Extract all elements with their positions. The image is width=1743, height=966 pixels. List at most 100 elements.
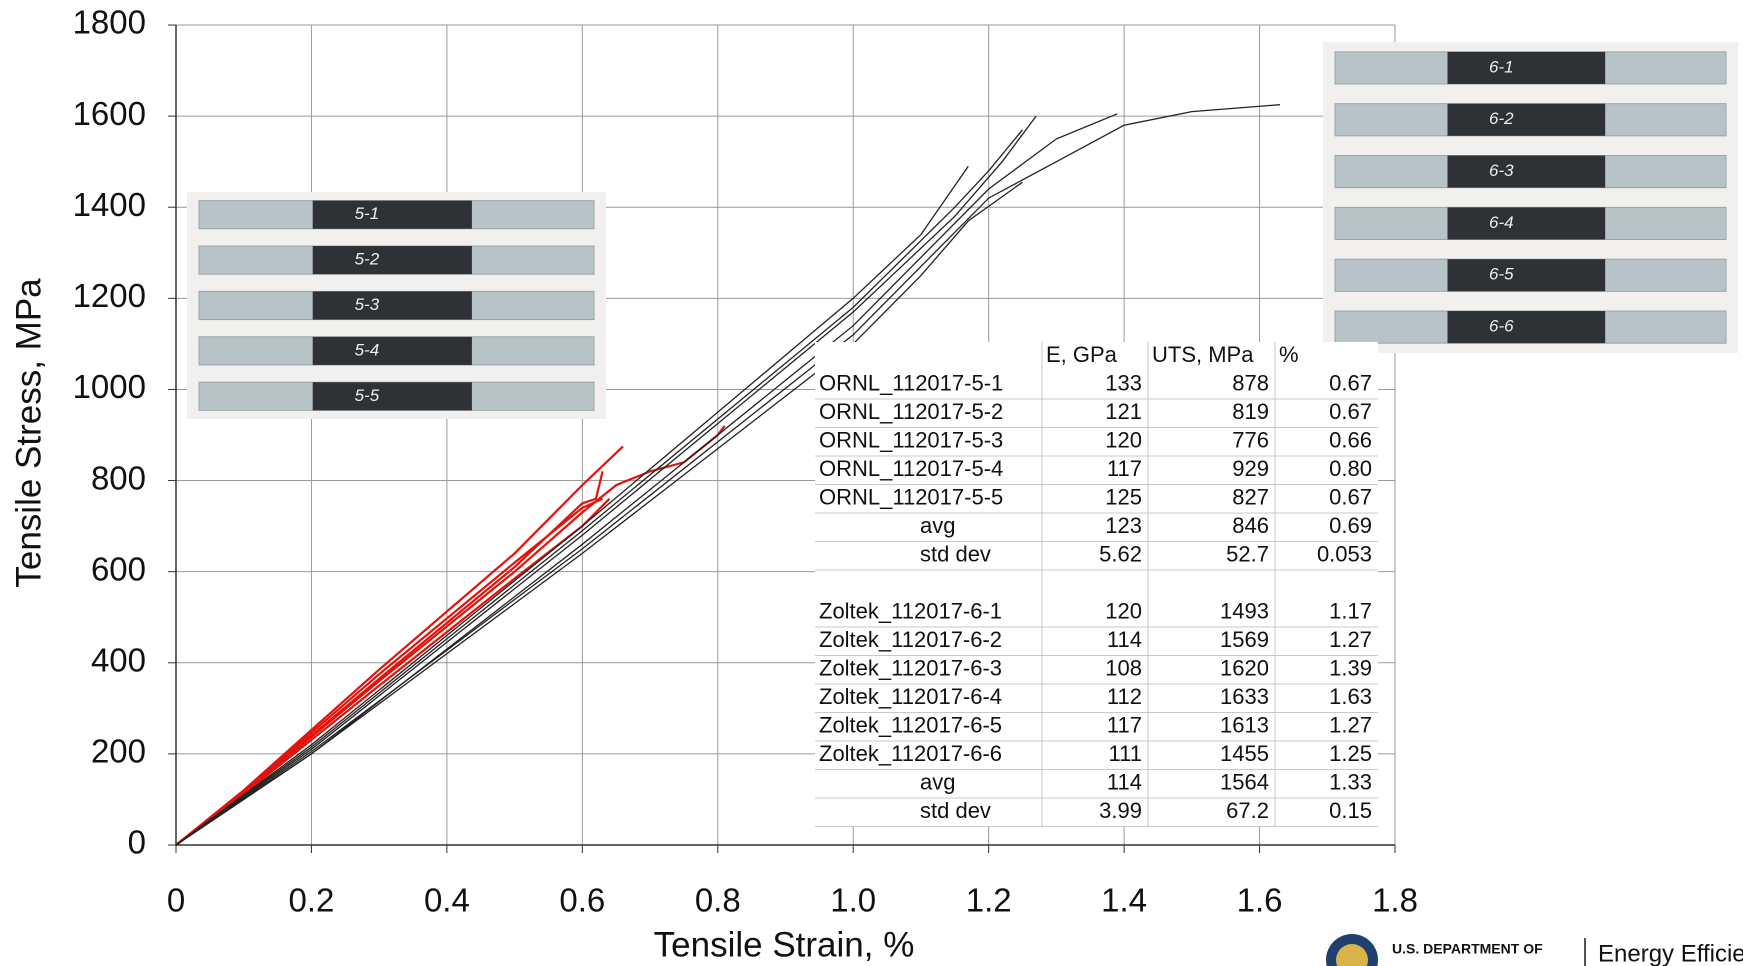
x-tick-label: 1.4 <box>1101 882 1147 919</box>
y-tick-label: 1800 <box>73 4 146 41</box>
cell-value: 3.99 <box>1099 798 1142 823</box>
y-tick-label: 1000 <box>73 368 146 405</box>
cell-value: 114 <box>1107 627 1142 652</box>
agency: U.S. DEPARTMENT OF <box>1392 941 1543 957</box>
row-label: Zoltek_112017-6-6 <box>819 741 1002 766</box>
cell-value: 1.39 <box>1329 656 1372 681</box>
cell-value: 929 <box>1232 456 1269 481</box>
cell-value: 0.67 <box>1329 371 1372 396</box>
specimen-gauge <box>313 382 472 410</box>
photo-background <box>1323 42 1738 353</box>
x-tick-label: 0 <box>167 882 185 919</box>
cell-value: 1493 <box>1220 599 1269 624</box>
y-tick-label: 800 <box>91 459 146 496</box>
cell-value: 1.33 <box>1329 770 1372 795</box>
cell-value: 0.15 <box>1329 798 1372 823</box>
specimen-label: 5-2 <box>355 250 380 269</box>
y-tick-label: 1200 <box>73 277 146 314</box>
cell-value: 112 <box>1107 684 1142 709</box>
y-tick-label: 400 <box>91 641 146 678</box>
row-label: ORNL_112017-5-3 <box>819 428 1003 453</box>
cell-value: 1633 <box>1220 684 1269 709</box>
office: Energy Efficie <box>1598 940 1743 966</box>
cell-value: 819 <box>1232 399 1269 424</box>
stress-strain-curve <box>176 446 623 845</box>
cell-value: 117 <box>1107 713 1142 738</box>
row-label: Zoltek_112017-6-3 <box>819 656 1002 681</box>
cell-value: 1569 <box>1220 627 1269 652</box>
cell-value: 121 <box>1105 399 1142 424</box>
x-axis-title: Tensile Strain, % <box>654 925 915 964</box>
cell-value: 111 <box>1109 741 1142 766</box>
specimen-gauge <box>313 201 472 229</box>
cell-value: 827 <box>1232 485 1269 510</box>
cell-value: 0.66 <box>1329 428 1372 453</box>
specimen-gauge <box>313 291 472 319</box>
cell-value: 0.80 <box>1329 456 1372 481</box>
x-tick-label: 0.2 <box>289 882 335 919</box>
x-tick-label: 1.0 <box>830 882 876 919</box>
specimen-label: 6-6 <box>1489 317 1514 336</box>
y-tick-label: 0 <box>128 824 146 861</box>
specimen-label: 6-1 <box>1489 57 1514 76</box>
specimen-photo: 6-16-26-36-46-56-6 <box>1323 42 1738 353</box>
column-header: UTS, MPa <box>1152 342 1254 367</box>
specimen-gauge <box>1448 104 1606 136</box>
cell-value: 114 <box>1107 770 1142 795</box>
row-label: Zoltek_112017-6-4 <box>819 684 1002 709</box>
cell-value: 1620 <box>1220 656 1269 681</box>
cell-value: 1.63 <box>1329 684 1372 709</box>
x-tick-label: 1.6 <box>1237 882 1283 919</box>
x-tick-label: 0.6 <box>559 882 605 919</box>
specimen-label: 5-3 <box>355 295 380 314</box>
cell-value: 108 <box>1105 656 1142 681</box>
row-label: ORNL_112017-5-1 <box>819 371 1003 396</box>
specimen-gauge <box>313 246 472 274</box>
cell-value: 1455 <box>1220 741 1269 766</box>
cell-value: 1613 <box>1220 713 1269 738</box>
specimen-label: 6-2 <box>1489 109 1514 128</box>
doe-logo: U.S. DEPARTMENT OF Energy Efficie <box>1326 934 1743 966</box>
cell-value: 125 <box>1105 485 1142 510</box>
specimen-photo: 5-15-25-35-45-5 <box>187 192 606 419</box>
cell-value: 0.053 <box>1317 542 1372 567</box>
cell-value: 878 <box>1232 371 1269 396</box>
specimen-label: 6-5 <box>1489 265 1514 284</box>
cell-value: 67.2 <box>1226 798 1269 823</box>
specimen-gauge <box>313 337 472 365</box>
specimen-label: 5-4 <box>355 340 380 359</box>
cell-value: 52.7 <box>1226 542 1269 567</box>
cell-value: 117 <box>1107 456 1142 481</box>
cell-value: 133 <box>1105 371 1142 396</box>
row-label: Zoltek_112017-6-5 <box>819 713 1002 738</box>
row-label: ORNL_112017-5-2 <box>819 399 1003 424</box>
specimen-label: 5-1 <box>355 204 380 223</box>
y-tick-label: 1600 <box>73 95 146 132</box>
column-header: % <box>1279 342 1299 367</box>
cell-value: 1.17 <box>1329 599 1372 624</box>
cell-value: 776 <box>1232 428 1269 453</box>
column-header: E, GPa <box>1046 342 1118 367</box>
specimen-gauge <box>1448 311 1606 343</box>
cell-value: 120 <box>1105 599 1142 624</box>
cell-value: 1.27 <box>1329 627 1372 652</box>
specimen-gauge <box>1448 207 1606 239</box>
slide: Tensile Strain, % Tensile Stress, MPa U.… <box>0 0 1743 966</box>
x-tick-label: 0.4 <box>424 882 470 919</box>
cell-value: 0.67 <box>1329 399 1372 424</box>
row-label: Zoltek_112017-6-1 <box>819 599 1002 624</box>
row-label: ORNL_112017-5-4 <box>819 456 1003 481</box>
row-label: avg <box>920 770 955 795</box>
stress-strain-curve <box>176 471 603 845</box>
y-tick-label: 1400 <box>73 186 146 223</box>
specimen-gauge <box>1448 52 1606 84</box>
x-tick-label: 0.8 <box>695 882 741 919</box>
cell-value: 1564 <box>1220 770 1269 795</box>
row-label: avg <box>920 513 955 538</box>
cell-value: 1.25 <box>1329 741 1372 766</box>
cell-value: 846 <box>1232 513 1269 538</box>
specimen-label: 6-3 <box>1489 161 1514 180</box>
cell-value: 0.69 <box>1329 513 1372 538</box>
row-label: Zoltek_112017-6-2 <box>819 627 1002 652</box>
row-label: std dev <box>920 542 991 567</box>
